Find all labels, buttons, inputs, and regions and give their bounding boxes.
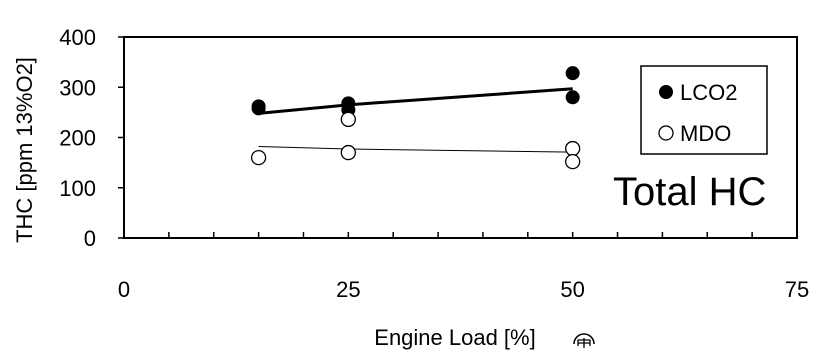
legend-label-lco2: LCO2 [680, 80, 737, 105]
y-axis-ticks: 0 100 200 300 400 [59, 25, 124, 251]
point-mdo [340, 144, 356, 161]
y-tick-label: 400 [59, 25, 96, 50]
trend-lines [258, 87, 573, 153]
legend-marker-lco2 [659, 85, 673, 99]
trend-line-mdo [258, 146, 573, 153]
legend-label-mdo: MDO [680, 121, 731, 146]
point-mdo [250, 149, 267, 166]
point-lco2 [251, 101, 266, 116]
y-tick-label: 0 [84, 226, 96, 251]
logo-mark-icon [573, 333, 595, 348]
x-tick-label: 50 [560, 277, 584, 302]
legend-marker-mdo [658, 125, 674, 141]
x-tick-label: 0 [118, 277, 130, 302]
trend-line-lco2 [258, 87, 573, 115]
point-mdo [565, 153, 581, 170]
x-axis-label: Engine Load [%] [374, 325, 535, 350]
data-points [250, 66, 581, 170]
x-tick-label: 75 [785, 277, 809, 302]
point-lco2 [565, 90, 580, 105]
y-tick-label: 300 [59, 75, 96, 100]
y-tick-label: 100 [59, 176, 96, 201]
x-axis-ticks: 0 25 50 75 [118, 232, 809, 302]
y-tick-label: 200 [59, 126, 96, 151]
chart-annotation: Total HC [613, 170, 766, 214]
point-mdo [565, 140, 581, 157]
y-axis-label: THC [ppm 13%O2] [12, 57, 37, 243]
legend: LCO2 MDO [640, 65, 768, 155]
point-mdo [340, 111, 356, 128]
x-tick-label: 25 [336, 277, 360, 302]
point-lco2 [565, 66, 580, 81]
